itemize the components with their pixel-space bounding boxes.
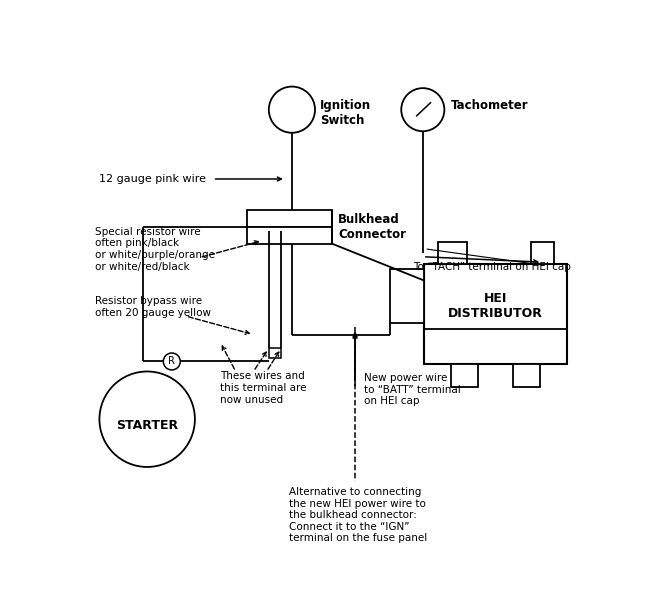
Text: New power wire
to “BATT” terminal
on HEI cap: New power wire to “BATT” terminal on HEI… bbox=[364, 373, 461, 406]
Bar bbox=[438, 242, 468, 264]
Text: Tachometer: Tachometer bbox=[450, 99, 528, 112]
Bar bbox=[513, 364, 540, 387]
Bar bbox=[247, 210, 332, 227]
Bar bbox=[269, 348, 281, 358]
Text: Alternative to connecting
the new HEI power wire to
the bulkhead connector:
Conn: Alternative to connecting the new HEI po… bbox=[289, 487, 427, 544]
Text: STARTER: STARTER bbox=[116, 419, 178, 432]
Bar bbox=[531, 242, 554, 264]
Text: These wires and
this terminal are
now unused: These wires and this terminal are now un… bbox=[220, 371, 307, 405]
Text: Bulkhead
Connector: Bulkhead Connector bbox=[338, 213, 406, 241]
Bar bbox=[452, 364, 478, 387]
Bar bbox=[247, 227, 332, 244]
Text: Special resistor wire
often pink/black
or white/purple/orange
or white/red/black: Special resistor wire often pink/black o… bbox=[95, 227, 215, 271]
Text: Ignition
Switch: Ignition Switch bbox=[319, 99, 371, 127]
Text: Resistor bypass wire
often 20 gauge yellow: Resistor bypass wire often 20 gauge yell… bbox=[95, 296, 211, 318]
Text: HEI
DISTRIBUTOR: HEI DISTRIBUTOR bbox=[448, 291, 543, 320]
Text: R: R bbox=[168, 356, 175, 367]
Text: To “TACH” terminal on HEI cap: To “TACH” terminal on HEI cap bbox=[413, 262, 570, 271]
Bar bbox=[424, 264, 567, 364]
Bar bbox=[390, 269, 424, 323]
Text: 12 gauge pink wire: 12 gauge pink wire bbox=[99, 174, 207, 184]
